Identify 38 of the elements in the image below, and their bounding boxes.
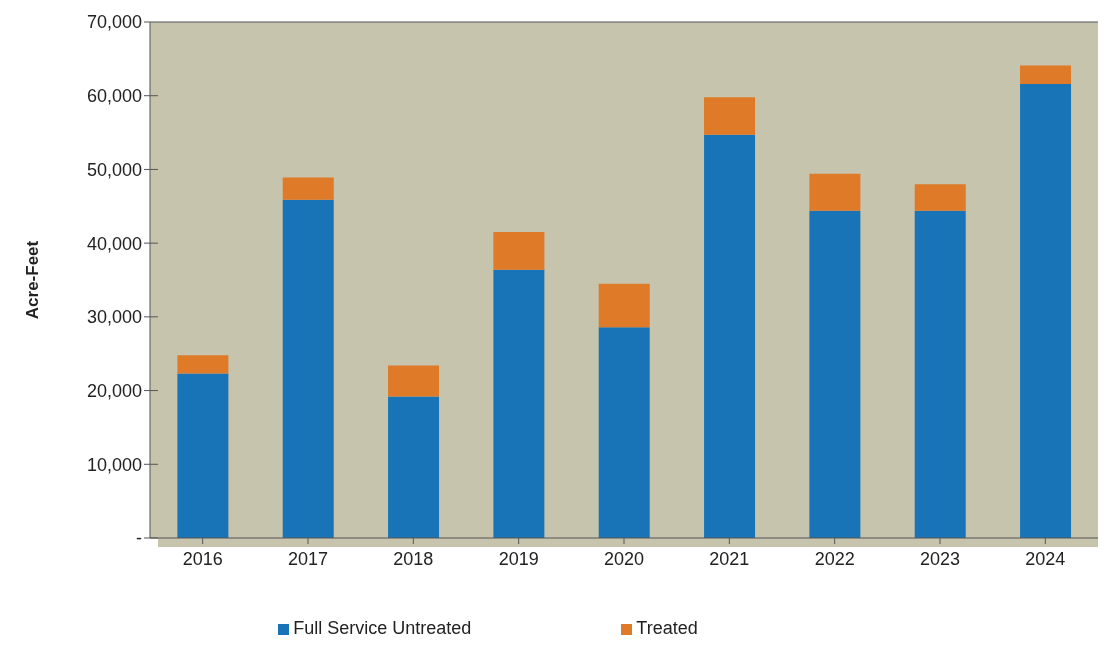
- y-tick-label: 50,000: [86, 159, 142, 180]
- x-tick-label: 2022: [814, 548, 855, 569]
- bar: [177, 373, 229, 538]
- bar: [493, 232, 545, 270]
- bar: [704, 134, 756, 538]
- bar: [1020, 83, 1072, 538]
- bar: [493, 269, 545, 538]
- legend-label: Treated: [636, 618, 698, 638]
- x-tick-label: 2016: [182, 548, 223, 569]
- legend-label: Full Service Untreated: [293, 618, 472, 638]
- bar: [282, 199, 334, 538]
- bar: [809, 210, 861, 538]
- bar: [914, 210, 966, 538]
- y-tick-label: 60,000: [86, 86, 142, 107]
- y-tick-label: 70,000: [86, 12, 142, 33]
- bar: [704, 97, 756, 135]
- bar: [598, 283, 650, 328]
- bar: [1020, 65, 1072, 84]
- x-tick-label: 2024: [1025, 548, 1066, 569]
- x-tick-label: 2023: [919, 548, 961, 569]
- bar: [388, 396, 440, 538]
- x-tick-label: 2021: [709, 548, 750, 569]
- y-tick-label: 40,000: [86, 233, 142, 254]
- y-tick-label: 10,000: [86, 454, 142, 475]
- x-tick-label: 2020: [603, 548, 645, 569]
- y-axis-title: Acre-Feet: [23, 240, 43, 320]
- bar: [809, 173, 861, 211]
- y-tick-label: -: [136, 528, 142, 549]
- bar: [598, 327, 650, 538]
- bar: [177, 355, 229, 374]
- bar: [388, 365, 440, 397]
- x-tick-label: 2018: [393, 548, 434, 569]
- y-tick-label: 20,000: [86, 380, 142, 401]
- bar: [282, 177, 334, 200]
- x-tick-label: 2019: [498, 548, 539, 569]
- y-tick-label: 30,000: [86, 307, 142, 328]
- bar: [914, 184, 966, 211]
- x-tick-label: 2017: [287, 548, 329, 569]
